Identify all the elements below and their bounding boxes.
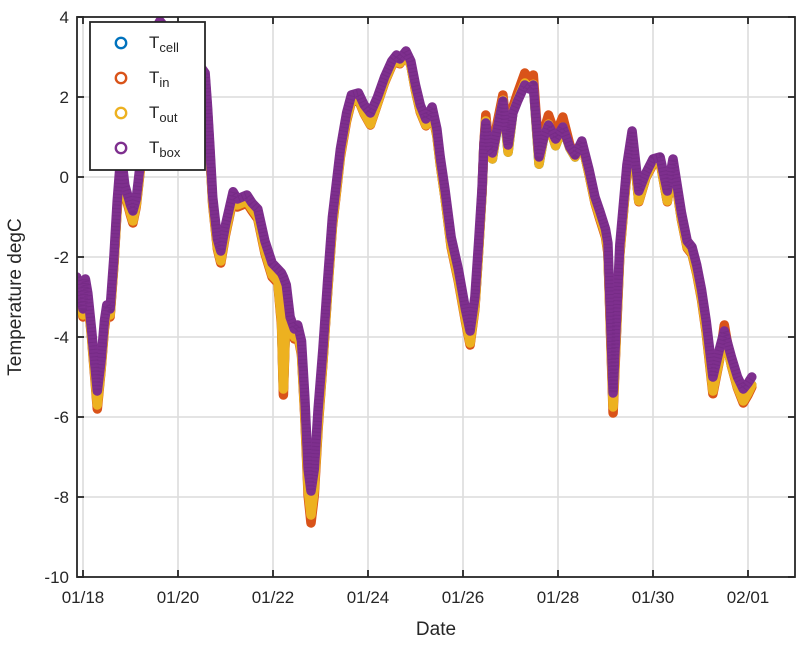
y-axis-label: Temperature degC: [5, 218, 26, 375]
legend-marker-box-icon: [114, 141, 128, 155]
y-tick-label: -8: [54, 488, 69, 507]
x-tick-label: 02/01: [727, 588, 770, 607]
legend-marker-in-icon: [114, 71, 128, 85]
x-axis-label: Date: [416, 619, 456, 640]
x-tick-label: 01/18: [62, 588, 105, 607]
x-tick-label: 01/30: [632, 588, 675, 607]
tick-labels: 01/18 01/20 01/22 01/24 01/26 01/28 01/30 02/01…: [44, 8, 769, 607]
legend-label-out: Tout: [149, 103, 178, 125]
legend-marker-cell-icon: [114, 36, 128, 50]
y-tick-label: -6: [54, 408, 69, 427]
x-tick-label: 01/22: [252, 588, 295, 607]
legend-marker-out-icon: [114, 106, 128, 120]
plot-frame: [76, 16, 796, 578]
y-tick-label: 0: [60, 168, 69, 187]
legend-label-cell: Tcell: [149, 33, 179, 55]
x-tick-label: 01/24: [347, 588, 390, 607]
x-tick-label: 01/20: [157, 588, 200, 607]
y-tick-label: -2: [54, 248, 69, 267]
y-tick-label: -10: [44, 568, 69, 587]
x-tick-label: 01/28: [537, 588, 580, 607]
legend-label-in: Tin: [149, 68, 170, 90]
legend-label-box: Tbox: [149, 138, 181, 160]
axes-box: [76, 16, 796, 578]
legend-box: [89, 21, 206, 171]
y-tick-label: -4: [54, 328, 69, 347]
y-tick-label: 4: [60, 8, 69, 27]
x-tick-label: 01/26: [442, 588, 485, 607]
y-tick-label: 2: [60, 88, 69, 107]
legend: Tcell Tin Tout Tbox: [89, 21, 206, 171]
